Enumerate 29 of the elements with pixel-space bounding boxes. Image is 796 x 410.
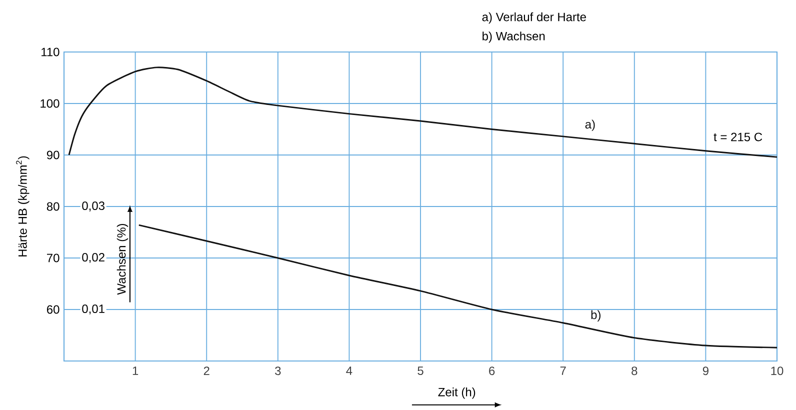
x-tick-label: 4 xyxy=(346,366,352,375)
y-tick-label: 110 xyxy=(42,48,60,56)
x-tick-label: 3 xyxy=(275,366,281,376)
y-tick-label: 90 xyxy=(46,150,60,160)
y-tick-label: 100 xyxy=(40,99,60,108)
x-tick-label: 8 xyxy=(632,366,638,376)
x-tick-label: 1 xyxy=(132,366,138,375)
x-tick-label: 2 xyxy=(204,366,210,375)
series-label: a) xyxy=(585,120,595,131)
y-tick-label: 60 xyxy=(47,305,60,314)
x-tick-label: 7 xyxy=(560,366,566,375)
y-tick-label: 70 xyxy=(47,254,60,262)
x-axis-title: Zeit (h) xyxy=(438,388,476,399)
x-tick-label: 10 xyxy=(771,366,784,376)
x-tick-label: 6 xyxy=(489,366,495,376)
series-label: b) xyxy=(591,310,600,322)
y2-tick-label: 0,03 xyxy=(82,202,104,212)
line-series xyxy=(68,66,778,158)
x-tick-label: 5 xyxy=(418,366,424,375)
text: b) Wachsen xyxy=(482,32,545,43)
line-series xyxy=(138,224,778,348)
annotation: t = 215 C xyxy=(714,132,762,142)
y2-tick-label: 0,02 xyxy=(82,253,104,263)
y-tick-label: 80 xyxy=(46,202,60,211)
x-tick-label: 9 xyxy=(702,366,708,376)
y2-tick-label: 0,01 xyxy=(82,304,104,314)
y2-axis-title: Wachsen (%) xyxy=(116,224,128,295)
text: a) Verlauf der Harte xyxy=(482,12,586,24)
y-axis-title: Härte HB (kp/mm$^{2}$) xyxy=(16,156,30,256)
